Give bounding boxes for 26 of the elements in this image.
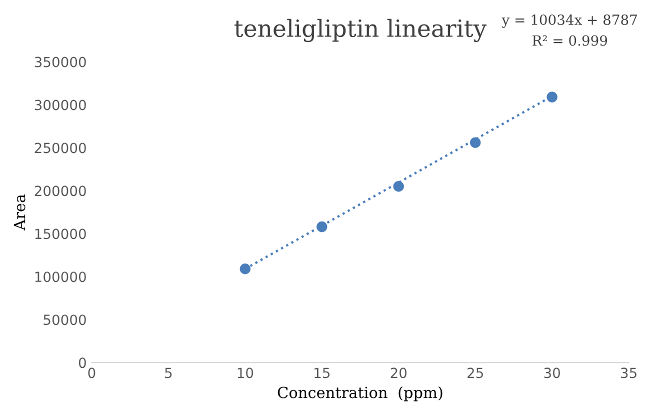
x-axis-title: Concentration (ppm) (278, 386, 442, 402)
y-tick-label: 0 (78, 358, 86, 368)
x-tick-label: 30 (544, 368, 560, 378)
x-tick-label: 5 (165, 368, 172, 378)
x-tick-label: 0 (88, 368, 96, 378)
chart-title: teneligliptin linearity (234, 18, 487, 42)
point (393, 181, 404, 192)
x-tick-label: 20 (390, 368, 407, 378)
y-tick-label: 250000 (34, 142, 86, 154)
text: y = 10034x + 8787 (502, 14, 637, 28)
y-tick-label: 300000 (34, 100, 86, 110)
x-tick-label: 25 (468, 368, 483, 378)
y-axis-title: Area (14, 194, 26, 231)
x-tick-label: 15 (314, 368, 330, 378)
y-tick-label: 50000 (44, 314, 86, 326)
point (316, 221, 328, 232)
y-tick-label: 200000 (34, 186, 86, 196)
y-tick-label: 350000 (34, 56, 86, 68)
point (240, 264, 251, 274)
y-tick-label: 100000 (35, 272, 86, 282)
point (546, 92, 558, 102)
x-tick-label: 10 (238, 368, 254, 378)
text: R² = 0.999 (532, 35, 608, 46)
y-tick-label: 150000 (35, 228, 86, 240)
x-tick-label: 35 (621, 368, 636, 378)
point (470, 137, 481, 148)
